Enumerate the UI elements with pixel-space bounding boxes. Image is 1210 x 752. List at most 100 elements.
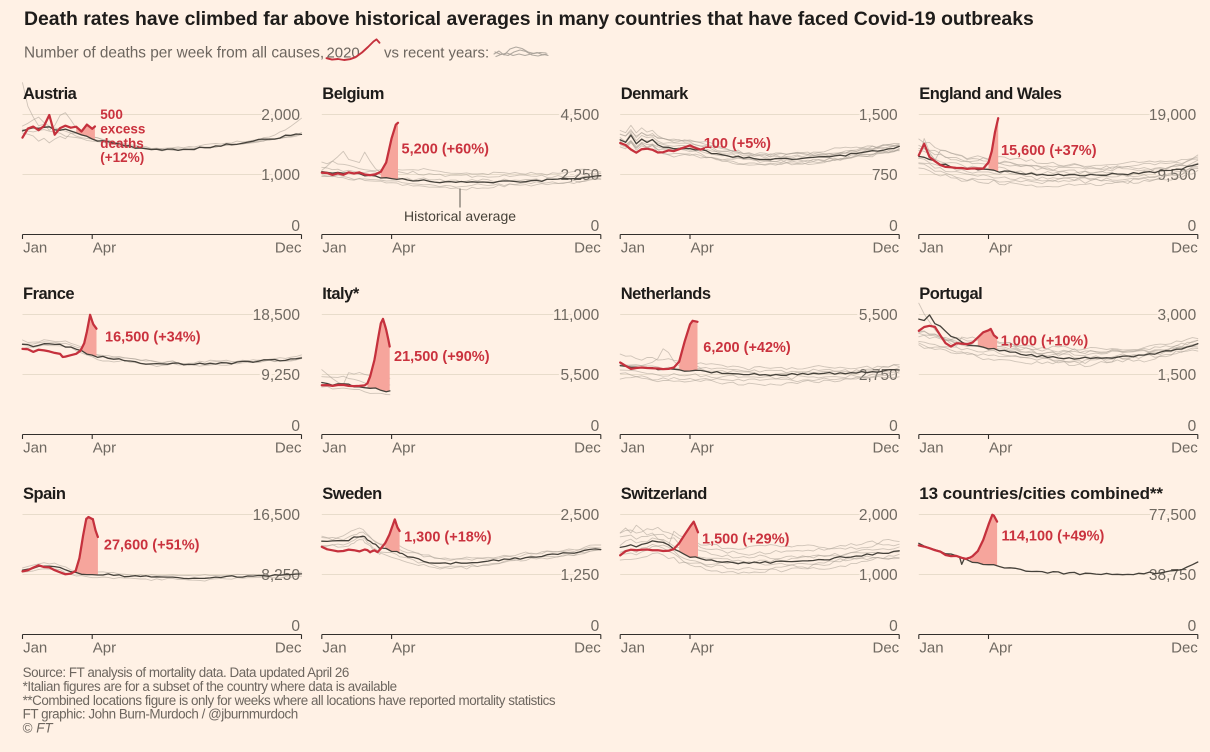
svg-text:1,000: 1,000 (859, 567, 898, 584)
svg-text:Jan: Jan (322, 440, 346, 457)
svg-text:Jan: Jan (322, 240, 346, 257)
svg-text:0: 0 (291, 618, 300, 635)
svg-text:750: 750 (872, 167, 898, 184)
svg-text:38,750: 38,750 (1149, 567, 1197, 584)
svg-text:Dec: Dec (873, 440, 900, 457)
svg-text:Source: FT analysis of mortali: Source: FT analysis of mortality data. D… (23, 665, 349, 680)
svg-text:Spain: Spain (23, 485, 66, 503)
svg-text:1,000 (+10%): 1,000 (+10%) (1001, 334, 1089, 350)
svg-text:5,200 (+60%): 5,200 (+60%) (402, 142, 490, 158)
svg-text:15,600 (+37%): 15,600 (+37%) (1001, 143, 1097, 159)
svg-text:500: 500 (100, 107, 123, 122)
svg-text:Sweden: Sweden (322, 485, 382, 503)
svg-text:0: 0 (1188, 218, 1197, 235)
svg-text:Jan: Jan (919, 240, 943, 257)
svg-text:0: 0 (591, 618, 600, 635)
svg-text:Apr: Apr (691, 240, 714, 257)
svg-text:0: 0 (291, 218, 300, 235)
svg-text:Apr: Apr (392, 440, 415, 457)
svg-text:2,500: 2,500 (561, 507, 600, 524)
svg-text:0: 0 (889, 618, 898, 635)
svg-text:Dec: Dec (574, 440, 601, 457)
svg-text:Dec: Dec (275, 640, 302, 657)
svg-text:Apr: Apr (989, 640, 1012, 657)
svg-text:6,200 (+42%): 6,200 (+42%) (703, 340, 791, 356)
svg-text:vs recent years:: vs recent years: (384, 46, 489, 62)
svg-text:3,000: 3,000 (1158, 307, 1197, 324)
svg-text:Jan: Jan (322, 640, 346, 657)
svg-text:Dec: Dec (873, 640, 900, 657)
svg-text:Jan: Jan (621, 640, 645, 657)
svg-text:0: 0 (889, 218, 898, 235)
svg-text:Death rates have climbed far a: Death rates have climbed far above histo… (24, 8, 1034, 30)
svg-text:18,500: 18,500 (253, 307, 301, 324)
svg-text:Denmark: Denmark (621, 85, 689, 103)
svg-text:0: 0 (291, 418, 300, 435)
svg-text:France: France (23, 285, 74, 303)
svg-text:Jan: Jan (919, 440, 943, 457)
svg-text:Apr: Apr (989, 240, 1012, 257)
svg-text:Portugal: Portugal (919, 285, 982, 303)
svg-text:Apr: Apr (93, 440, 116, 457)
svg-text:Apr: Apr (691, 440, 714, 457)
svg-text:0: 0 (1188, 418, 1197, 435)
svg-text:Netherlands: Netherlands (621, 285, 711, 303)
svg-text:Dec: Dec (574, 640, 601, 657)
svg-text:2,000: 2,000 (859, 507, 898, 524)
svg-text:0: 0 (591, 218, 600, 235)
svg-text:19,000: 19,000 (1149, 107, 1197, 124)
svg-text:27,600 (+51%): 27,600 (+51%) (104, 538, 200, 554)
svg-text:Jan: Jan (919, 640, 943, 657)
svg-text:Dec: Dec (275, 240, 302, 257)
svg-text:Dec: Dec (574, 240, 601, 257)
svg-text:5,500: 5,500 (859, 307, 898, 324)
svg-text:13 countries/cities combined**: 13 countries/cities combined** (919, 484, 1163, 503)
svg-text:Apr: Apr (691, 640, 714, 657)
svg-text:Belgium: Belgium (322, 85, 384, 103)
svg-text:Jan: Jan (621, 440, 645, 457)
svg-text:© FT: © FT (23, 720, 54, 735)
svg-text:1,500: 1,500 (1158, 367, 1197, 384)
svg-text:Jan: Jan (23, 640, 47, 657)
svg-text:0: 0 (1188, 618, 1197, 635)
svg-text:Jan: Jan (23, 240, 47, 257)
svg-text:9,250: 9,250 (261, 367, 300, 384)
svg-text:Apr: Apr (392, 240, 415, 257)
svg-text:1,250: 1,250 (561, 567, 600, 584)
svg-text:deaths: deaths (100, 136, 144, 151)
svg-text:1,300 (+18%): 1,300 (+18%) (404, 530, 492, 546)
svg-text:Jan: Jan (621, 240, 645, 257)
svg-text:**Combined locations figure is: **Combined locations figure is only for … (23, 693, 556, 708)
svg-text:1,000: 1,000 (261, 167, 300, 184)
svg-text:Number of deaths per week from: Number of deaths per week from all cause… (24, 45, 324, 62)
svg-text:FT graphic: John Burn-Murdoch: FT graphic: John Burn-Murdoch / @jburnmu… (23, 707, 298, 722)
svg-text:Apr: Apr (989, 440, 1012, 457)
svg-text:excess: excess (100, 122, 145, 137)
svg-text:1,500 (+29%): 1,500 (+29%) (702, 532, 790, 548)
svg-text:Apr: Apr (93, 640, 116, 657)
svg-text:England and Wales: England and Wales (919, 85, 1061, 103)
svg-text:(+12%): (+12%) (100, 150, 144, 165)
svg-text:16,500: 16,500 (253, 507, 301, 524)
svg-text:77,500: 77,500 (1149, 507, 1197, 524)
svg-text:0: 0 (591, 418, 600, 435)
svg-text:2,000: 2,000 (261, 107, 300, 124)
svg-text:Jan: Jan (23, 440, 47, 457)
svg-text:11,000: 11,000 (553, 307, 600, 324)
svg-text:Dec: Dec (873, 240, 900, 257)
svg-text:*Italian figures are for a sub: *Italian figures are for a subset of the… (23, 679, 397, 694)
svg-text:Dec: Dec (275, 440, 302, 457)
svg-text:Dec: Dec (1171, 240, 1198, 257)
svg-text:Apr: Apr (93, 240, 116, 257)
svg-text:100 (+5%): 100 (+5%) (704, 136, 771, 152)
svg-text:Austria: Austria (23, 85, 78, 103)
svg-text:Switzerland: Switzerland (621, 485, 707, 503)
svg-text:114,100 (+49%): 114,100 (+49%) (1002, 529, 1105, 545)
svg-text:16,500 (+34%): 16,500 (+34%) (105, 330, 201, 346)
svg-text:5,500: 5,500 (561, 367, 600, 384)
svg-text:4,500: 4,500 (561, 107, 600, 124)
svg-text:Historical average: Historical average (404, 208, 516, 224)
svg-text:1,500: 1,500 (859, 107, 898, 124)
svg-text:21,500 (+90%): 21,500 (+90%) (394, 349, 490, 365)
svg-text:Italy*: Italy* (322, 285, 360, 303)
